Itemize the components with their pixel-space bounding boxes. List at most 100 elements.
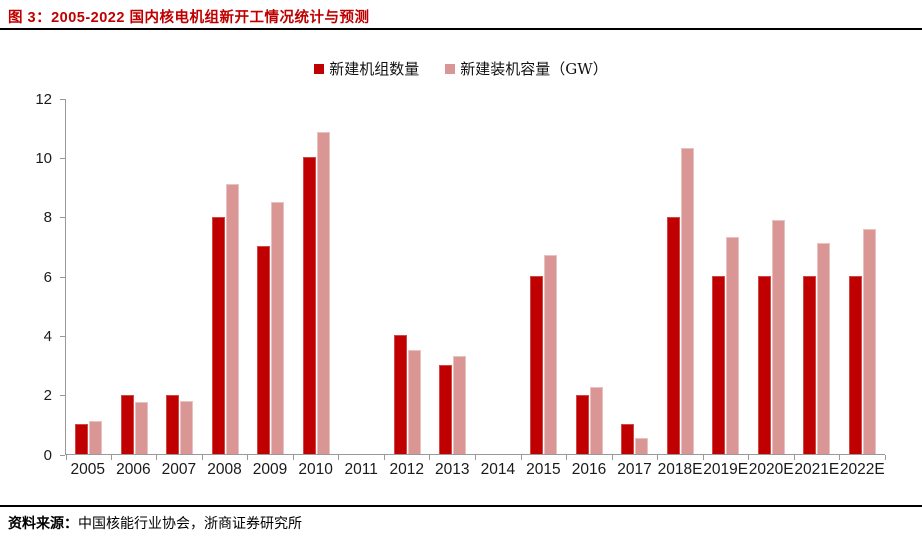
x-tick-12: [611, 455, 613, 460]
bar-capacity-2015: [544, 255, 558, 454]
y-tick-0: [60, 454, 65, 456]
x-axis-label-2006: 2006: [116, 461, 151, 478]
x-tick-15: [747, 455, 749, 460]
y-tick-4: [60, 335, 65, 337]
x-axis-label-2020E: 2020E: [748, 461, 794, 478]
bar-group-2021E: [794, 99, 840, 454]
bar-group-2012: [385, 99, 431, 454]
x-tick-4: [247, 455, 249, 460]
x-tick-18: [884, 455, 886, 460]
bar-group-2015: [521, 99, 567, 454]
x-axis-label-2012: 2012: [389, 461, 424, 478]
bar-units-2013: [439, 365, 453, 454]
x-tick-17: [838, 455, 840, 460]
bar-group-2007: [157, 99, 203, 454]
x-axis-label-2019E: 2019E: [703, 461, 749, 478]
bar-group-2018E: [658, 99, 704, 454]
bar-units-2020E: [757, 276, 771, 454]
y-tick-2: [60, 395, 65, 397]
bar-units-2012: [393, 335, 407, 454]
x-tick-6: [338, 455, 340, 460]
bar-units-2010: [302, 157, 316, 454]
bar-group-2011: [339, 99, 385, 454]
bar-group-2022E: [840, 99, 886, 454]
bar-units-2006: [120, 394, 134, 454]
x-axis-label-2007: 2007: [161, 461, 197, 478]
x-tick-9: [475, 455, 476, 460]
bar-capacity-2018E: [680, 148, 694, 454]
bar-group-2020E: [749, 99, 795, 454]
bar-units-2008: [211, 216, 225, 454]
bar-capacity-2016: [589, 387, 603, 454]
chart-plot-area: [60, 98, 886, 460]
bar-group-2008: [203, 99, 249, 454]
x-axis-label-2017: 2017: [617, 461, 652, 478]
bar-capacity-2020E: [771, 219, 785, 454]
bar-capacity-2008: [225, 184, 239, 454]
bar-group-2010: [294, 99, 340, 454]
bar-capacity-2017: [635, 437, 649, 454]
x-axis-label-2011: 2011: [344, 461, 378, 478]
x-tick-16: [793, 455, 795, 460]
x-tick-8: [429, 455, 431, 460]
bar-capacity-2019E: [726, 237, 740, 454]
x-tick-0: [65, 455, 67, 460]
bar-units-2007: [166, 394, 180, 454]
x-tick-1: [111, 455, 112, 460]
x-axis-labels: 2005 2006 2007 2008 2009 2010 2011 2012 2013 2014…: [65, 461, 885, 479]
bar-group-2009: [248, 99, 294, 454]
y-tick-10: [60, 157, 65, 159]
y-axis-labels: 0 2 4 6 8 10 12: [0, 92, 52, 463]
x-tick-14: [702, 455, 704, 460]
x-axis-label-2022E: 2022E: [839, 461, 885, 478]
bar-capacity-2010: [316, 132, 330, 454]
x-axis-label-2010: 2010: [298, 461, 333, 478]
y-tick-8: [60, 217, 65, 219]
bar-group-2017: [612, 99, 658, 454]
title-divider: [0, 28, 922, 30]
y-axis-label-8: 8: [43, 209, 52, 227]
x-axis-label-2018E: 2018E: [657, 461, 703, 478]
bar-groups: [66, 99, 885, 454]
bar-group-2014: [476, 99, 522, 454]
bar-capacity-2013: [453, 356, 467, 454]
bar-units-2005: [75, 424, 89, 454]
x-tick-11: [565, 455, 567, 460]
y-axis-label-4: 4: [43, 327, 52, 345]
x-axis-label-2014: 2014: [480, 461, 516, 478]
chart-legend: 新建机组数量 新建装机容量（GW）: [0, 58, 922, 79]
x-axis-label-2015: 2015: [526, 461, 561, 478]
source-text: 中国核能行业协会，浙商证券研究所: [78, 516, 302, 532]
x-tick-13: [656, 455, 658, 460]
bar-capacity-2022E: [862, 228, 876, 454]
bar-capacity-2005: [89, 421, 103, 454]
x-axis-label-2008: 2008: [207, 461, 242, 478]
bar-units-2019E: [712, 276, 726, 454]
bar-capacity-2021E: [817, 243, 831, 454]
bar-units-2022E: [848, 276, 862, 454]
legend-swatch-capacity-icon: [445, 63, 456, 74]
source-label: 资料来源：: [8, 516, 78, 532]
figure-title: 图 3：2005-2022 国内核电机组新开工情况统计与预测: [8, 10, 370, 26]
source-note: 资料来源：中国核能行业协会，浙商证券研究所: [8, 513, 302, 533]
legend-label-units: 新建机组数量: [329, 60, 420, 78]
y-axis-label-6: 6: [43, 268, 52, 286]
y-axis-label-12: 12: [35, 90, 52, 108]
bar-capacity-2007: [180, 400, 194, 454]
bar-units-2015: [530, 276, 544, 454]
bar-capacity-2012: [407, 350, 421, 454]
x-axis-label-2005: 2005: [70, 461, 106, 478]
x-tick-7: [384, 455, 385, 460]
bar-group-2016: [567, 99, 613, 454]
y-axis-label-2: 2: [43, 387, 52, 405]
legend-swatch-units-icon: [314, 63, 325, 74]
y-axis-label-0: 0: [43, 446, 52, 464]
source-divider: [0, 505, 922, 507]
bar-units-2009: [257, 246, 271, 454]
x-axis-label-2021E: 2021E: [794, 461, 840, 478]
x-tick-5: [293, 455, 294, 460]
x-axis-label-2016: 2016: [571, 461, 607, 478]
legend-item-capacity: 新建装机容量（GW）: [445, 58, 608, 79]
y-axis-label-10: 10: [35, 149, 52, 167]
x-tick-3: [202, 455, 203, 460]
